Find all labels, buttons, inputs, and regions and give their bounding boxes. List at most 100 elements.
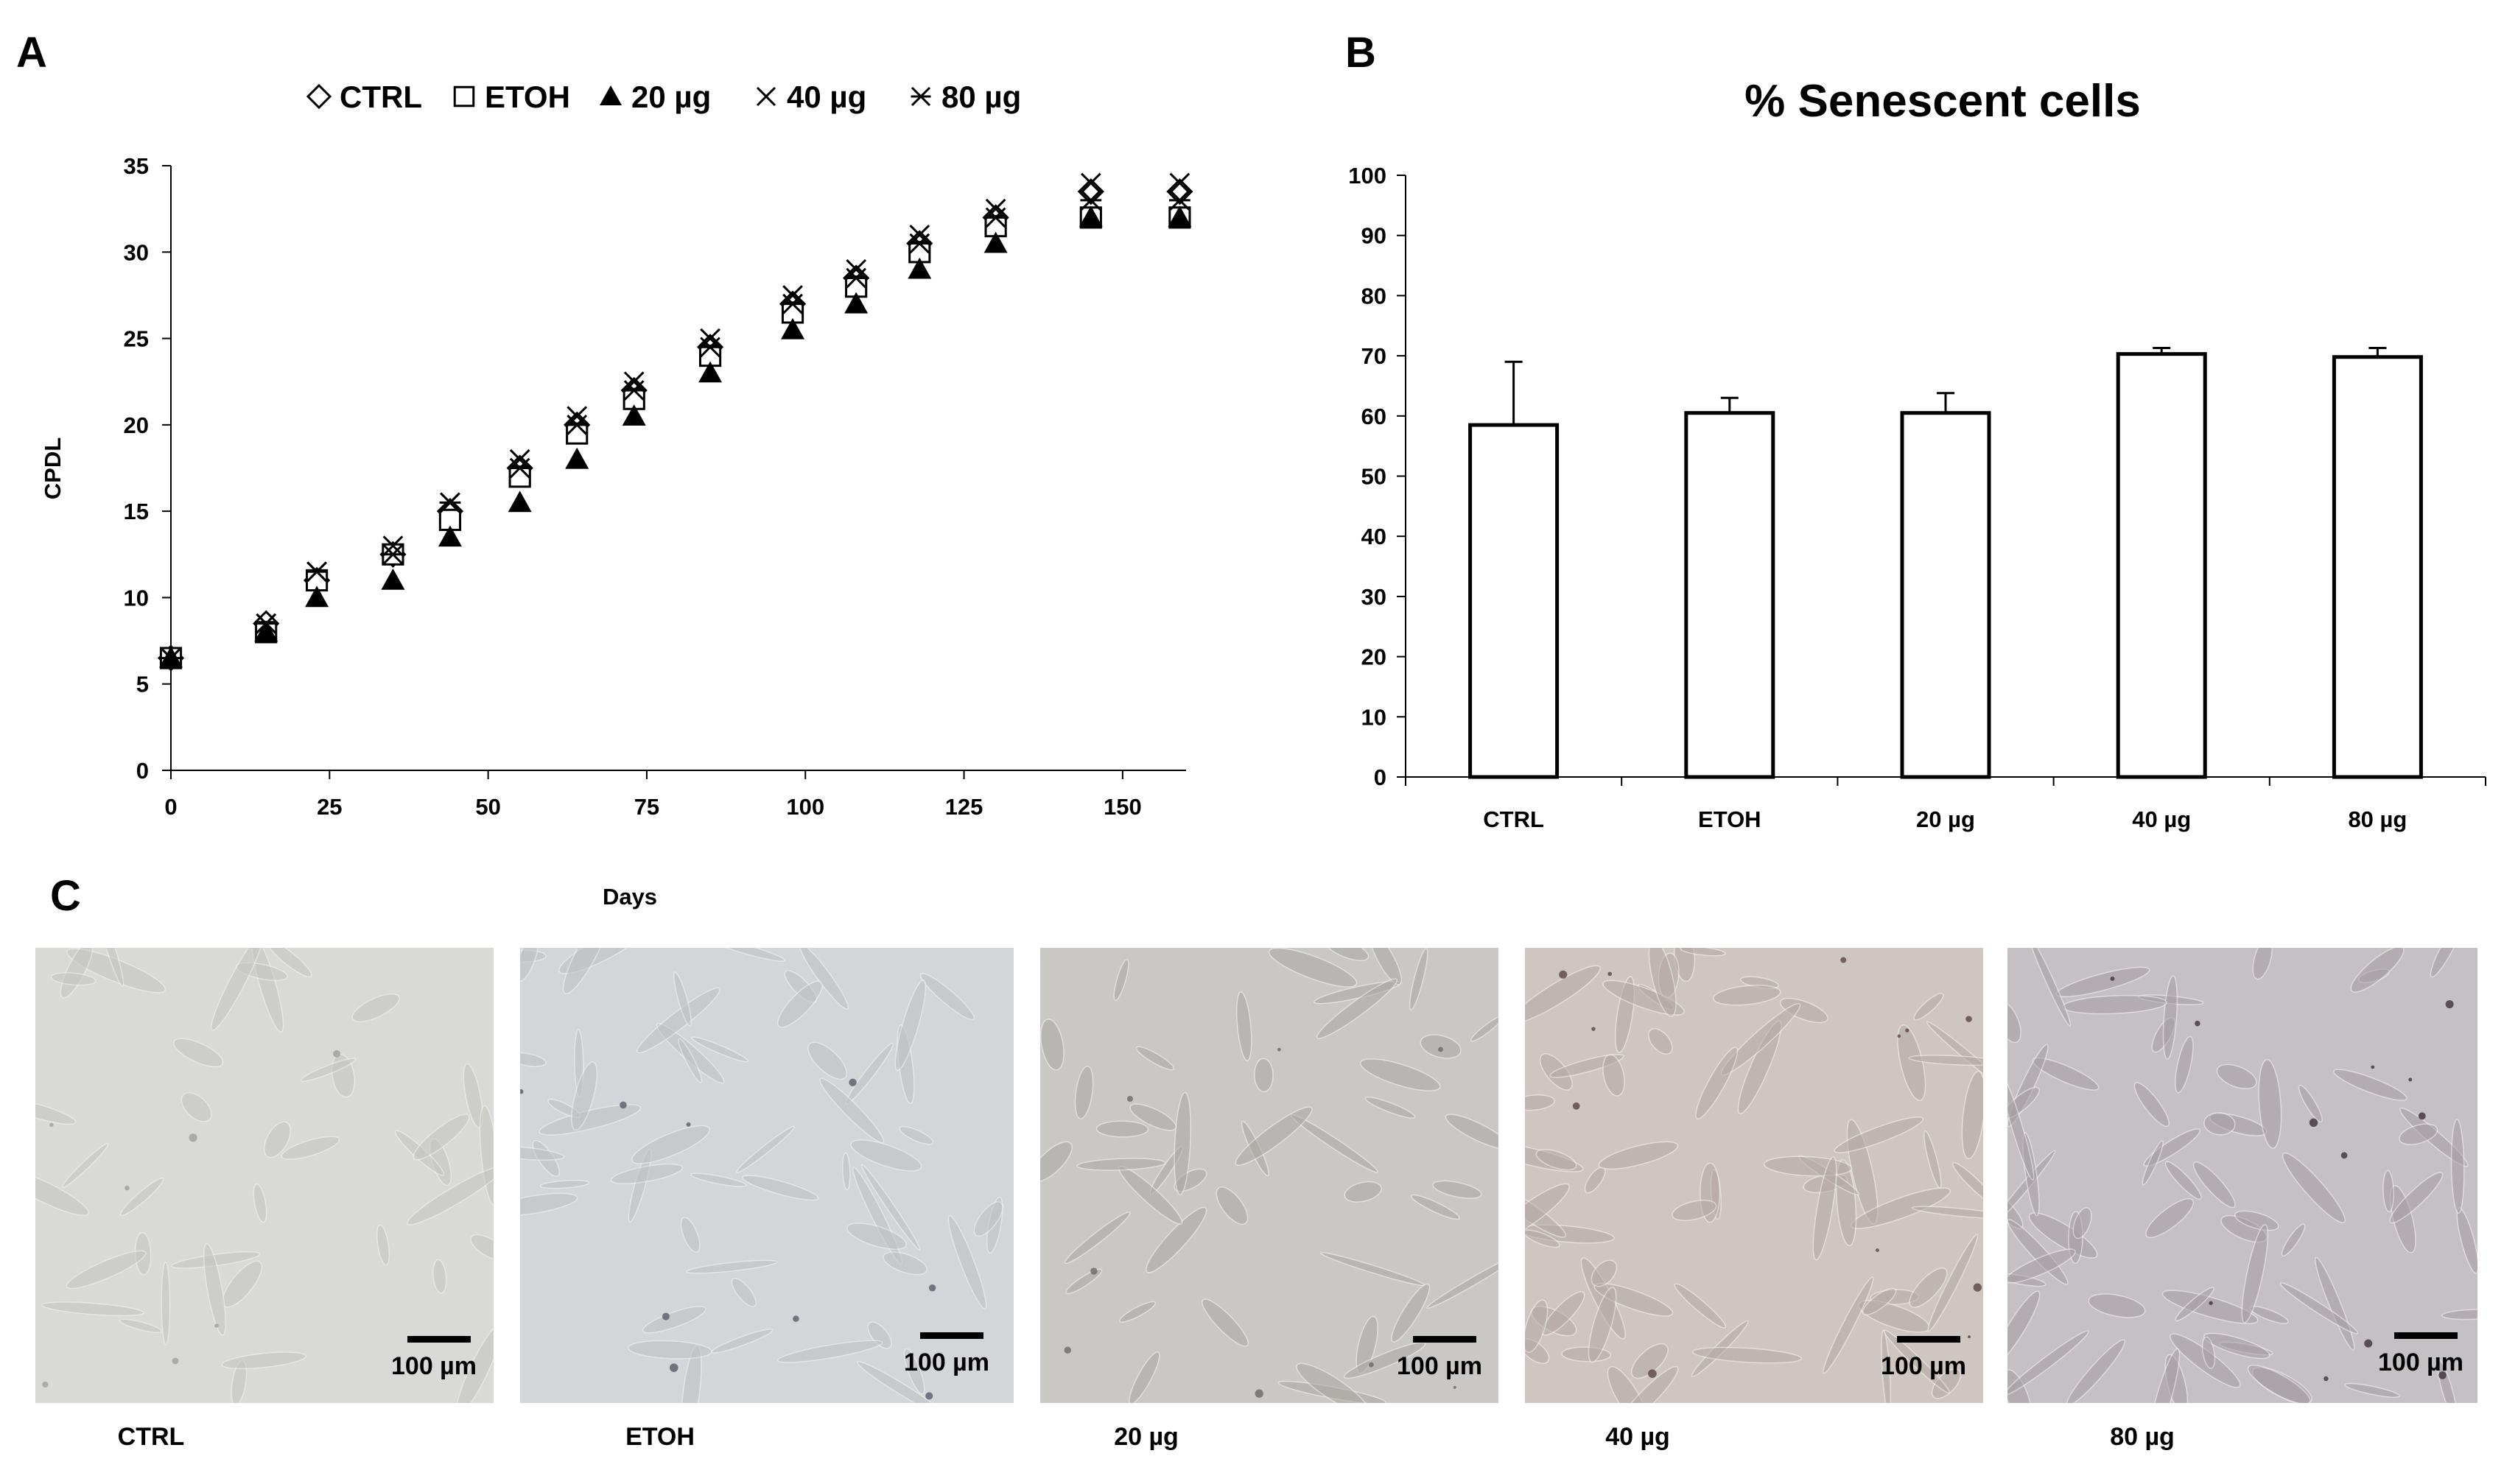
category-label: 80 µg [2348, 806, 2407, 832]
cell [1648, 1027, 1673, 1055]
data-point [782, 293, 804, 314]
cell [539, 1179, 590, 1189]
cell [2147, 1348, 2181, 1403]
cell [1674, 1283, 1727, 1329]
data-point [509, 449, 530, 470]
cell [2161, 1290, 2259, 1324]
cell-nucleus [925, 1392, 933, 1400]
cell [2029, 948, 2072, 1027]
data-point [438, 525, 462, 547]
cell [1691, 1346, 1803, 1364]
category-label: 40 µg [2132, 806, 2191, 832]
data-point [1080, 190, 1102, 211]
legend-marker [600, 85, 622, 105]
cell [610, 1163, 684, 1185]
cell-nucleus [2340, 1152, 2348, 1159]
cell [413, 1114, 470, 1161]
cell [1135, 1046, 1175, 1071]
x-tick-label: 100 [786, 794, 824, 820]
cell-nucleus [520, 1089, 524, 1094]
cell [776, 1340, 883, 1363]
legend-label: 40 µg [787, 80, 866, 114]
cell [628, 1340, 712, 1360]
micrograph-caption: CTRL [117, 1423, 185, 1451]
cell [903, 1348, 925, 1395]
y-tick-label: 10 [1361, 704, 1386, 730]
y-tick-label: 0 [1374, 764, 1386, 790]
cell [1607, 1365, 1648, 1403]
cell [2201, 1336, 2216, 1369]
category-label: ETOH [1698, 806, 1761, 832]
data-point [255, 613, 277, 634]
data-point [846, 259, 867, 280]
cell [707, 948, 786, 962]
cell [1370, 948, 1403, 985]
cell-nucleus [42, 1381, 49, 1388]
legend-label: 20 µg [631, 80, 711, 114]
data-point [698, 361, 723, 383]
category-label: CTRL [1483, 806, 1544, 832]
cell [1779, 997, 1828, 1024]
cell [1410, 1194, 1460, 1220]
scale-bar-label: 100 µm [1881, 1352, 1966, 1380]
cell [860, 1164, 921, 1251]
bar [1684, 411, 1775, 779]
cell [180, 1091, 212, 1122]
cell-nucleus [2364, 1339, 2373, 1348]
micrograph-texture [1525, 948, 1983, 1403]
cell [2350, 948, 2405, 993]
cell [735, 1125, 796, 1174]
cell [1040, 1019, 1065, 1071]
cell-nucleus [1277, 1047, 1281, 1052]
data-point [382, 544, 404, 565]
cell [1076, 1158, 1166, 1171]
cell [1359, 1058, 1441, 1091]
y-tick-label: 15 [124, 499, 149, 524]
cell-nucleus [1965, 1016, 1972, 1022]
cell [2007, 1330, 2090, 1396]
cell [1202, 1298, 1249, 1347]
cell-nucleus [1897, 1034, 1901, 1038]
cell-nucleus [1090, 1267, 1098, 1275]
cell [631, 1125, 711, 1164]
cell-nucleus [1559, 970, 1568, 979]
x-tick-label: 75 [634, 794, 659, 820]
cell [1074, 1066, 1094, 1119]
data-point [1168, 205, 1192, 228]
x-tick-label: 25 [317, 794, 342, 820]
cell [711, 1328, 774, 1354]
cell-nucleus [1572, 1102, 1580, 1110]
cell-nucleus [2209, 1301, 2213, 1305]
cell-nucleus [1126, 1095, 1133, 1103]
cell [41, 1301, 144, 1317]
cell [2456, 1207, 2477, 1274]
cell [50, 972, 97, 986]
data-point [565, 447, 589, 469]
cell [300, 1058, 357, 1082]
cell-nucleus [1453, 1385, 1456, 1389]
cell [2282, 1152, 2346, 1223]
micrograph-0 [35, 948, 494, 1403]
cell-nucleus [1840, 957, 1847, 963]
cell [673, 971, 692, 1027]
cell-nucleus [333, 1049, 340, 1058]
cell-nucleus [669, 1363, 678, 1372]
y-tick-label: 10 [124, 585, 149, 611]
cell [263, 1121, 292, 1158]
cell [973, 1201, 1003, 1237]
cell [97, 948, 125, 988]
cell [819, 1077, 885, 1144]
y-tick-label: 100 [1348, 163, 1386, 189]
cell [351, 993, 400, 1023]
cell [1470, 1016, 1498, 1042]
cell [2234, 1210, 2279, 1231]
cell [1268, 948, 1358, 988]
cell-nucleus [1607, 971, 1613, 977]
micrograph-caption: ETOH [625, 1423, 695, 1451]
cell [850, 1139, 922, 1172]
cell [2399, 1107, 2469, 1167]
cell [1525, 1094, 1555, 1111]
cell [281, 1136, 340, 1160]
cell [919, 972, 975, 1021]
cell [432, 1259, 447, 1294]
